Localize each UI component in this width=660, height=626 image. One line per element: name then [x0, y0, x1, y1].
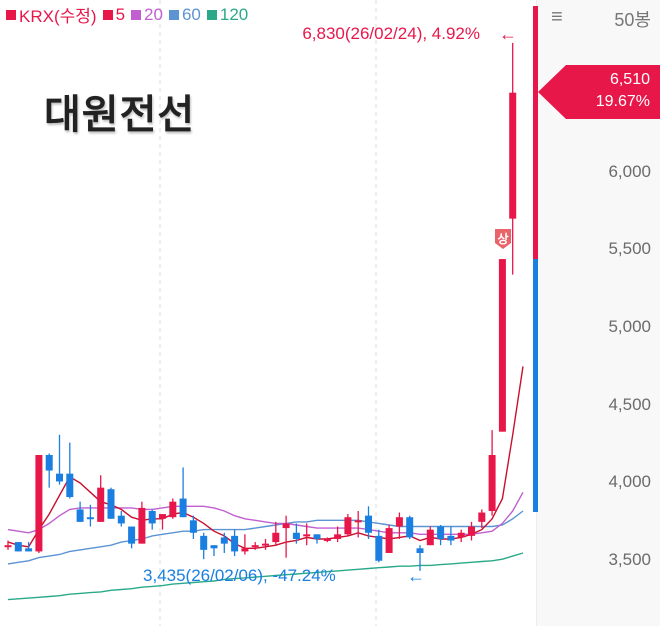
- candle: [251, 545, 259, 548]
- axis-tick: 3,500: [608, 550, 651, 569]
- current-change: 19.67%: [595, 93, 650, 110]
- candle: [313, 534, 321, 539]
- legend-item[interactable]: KRX(수정): [6, 2, 97, 27]
- candle: [76, 509, 84, 522]
- candle: [365, 515, 372, 533]
- candlestick-chart[interactable]: [0, 0, 536, 626]
- legend-swatch: [206, 9, 217, 20]
- candle: [86, 517, 94, 520]
- candles: [4, 42, 517, 571]
- candle: [488, 455, 496, 511]
- legend-item[interactable]: 120: [206, 4, 249, 25]
- hamburger-menu-icon[interactable]: ≡: [551, 6, 563, 28]
- limit-up-badge: 상: [494, 228, 512, 250]
- candle: [169, 501, 177, 518]
- legend-item[interactable]: 60: [168, 4, 201, 25]
- candle: [138, 507, 146, 544]
- period-selector[interactable]: 50봉: [614, 10, 651, 30]
- candle: [117, 515, 125, 524]
- legend-swatch: [168, 9, 179, 20]
- axis-tick: 5,500: [608, 239, 651, 258]
- grid-lines: [159, 0, 377, 626]
- candle: [282, 523, 290, 529]
- candle: [210, 545, 218, 549]
- candle: [375, 535, 383, 561]
- candle: [426, 529, 434, 546]
- candle: [241, 548, 249, 552]
- axis-tick: 4,000: [608, 472, 651, 491]
- candle: [303, 534, 311, 537]
- candle: [498, 259, 506, 432]
- candle: [220, 537, 228, 544]
- candle: [447, 535, 455, 541]
- legend: KRX(수정) 5 20 60 120: [6, 2, 248, 27]
- candle: [334, 534, 342, 539]
- ma120-line: [7, 552, 524, 601]
- price-tag-shape: [538, 65, 660, 119]
- left-arrow-icon: ←: [499, 24, 517, 44]
- candle: [292, 532, 300, 539]
- candle: [200, 535, 208, 550]
- candle: [416, 548, 424, 553]
- candle: [4, 545, 12, 548]
- axis-tick: 6,000: [608, 162, 651, 181]
- legend-label: 20: [144, 4, 163, 24]
- legend-label: KRX(수정): [19, 7, 97, 26]
- legend-swatch: [6, 9, 16, 20]
- candle: [159, 514, 166, 519]
- candle: [56, 473, 63, 482]
- moving-average-lines: [7, 366, 524, 601]
- candle: [272, 532, 280, 543]
- legend-label: 60: [181, 4, 201, 24]
- candle: [45, 455, 53, 471]
- candle: [406, 517, 414, 538]
- period-low-label: 3,435(26/02/06), -47.24%: [143, 566, 336, 585]
- limit-up-label: 상: [497, 232, 509, 246]
- candle: [128, 526, 136, 544]
- axis-tick: 5,000: [608, 317, 651, 336]
- legend-label: 120: [219, 4, 249, 24]
- candle: [385, 528, 393, 553]
- stock-name-title: 대원전선: [44, 92, 196, 138]
- legend-item[interactable]: 20: [131, 5, 163, 25]
- left-arrow-icon: ←: [407, 566, 425, 586]
- ma20-line: [7, 491, 524, 535]
- legend-swatch: [102, 9, 113, 20]
- candle: [262, 543, 269, 546]
- legend-item[interactable]: 5: [102, 4, 126, 25]
- candle: [354, 520, 362, 523]
- candle: [437, 526, 445, 539]
- candle: [14, 542, 22, 552]
- candle: [231, 535, 239, 552]
- candle: [179, 498, 187, 518]
- current-price-tag: 6,510 19.67%: [538, 65, 660, 119]
- candle: [35, 455, 43, 552]
- volume-bar-indicator: [533, 6, 538, 512]
- current-price: 6,510: [609, 71, 650, 88]
- legend-label: 5: [115, 4, 126, 24]
- candle: [148, 510, 156, 524]
- candle: [478, 512, 486, 522]
- candle: [107, 489, 115, 519]
- candle: [395, 517, 403, 527]
- candle: [468, 526, 475, 536]
- ma5-line: [7, 366, 524, 549]
- candle: [509, 92, 517, 219]
- candle: [323, 538, 331, 541]
- candle: [66, 473, 74, 497]
- candle: [189, 520, 197, 533]
- axis-tick: 4,500: [608, 395, 651, 414]
- candle: [457, 532, 465, 538]
- period-high-label: 6,830(26/02/24), 4.92%: [302, 24, 480, 43]
- ma60-line: [7, 510, 524, 565]
- candle: [97, 487, 105, 522]
- legend-swatch: [131, 9, 142, 20]
- badge-shape: [495, 229, 511, 249]
- candle: [25, 548, 33, 552]
- candle: [344, 517, 352, 535]
